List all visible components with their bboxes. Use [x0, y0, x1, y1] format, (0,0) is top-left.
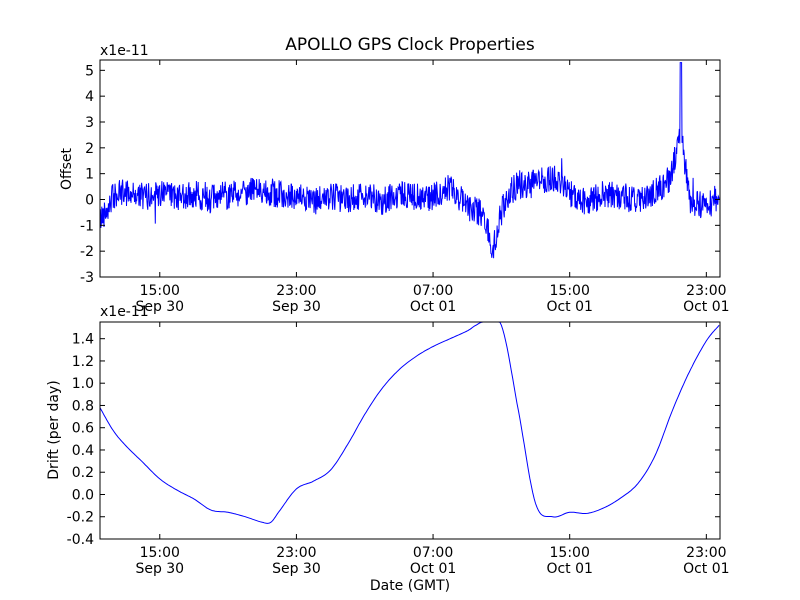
y-tick-label: -3	[80, 270, 94, 286]
x-tick-time-label: 23:00	[686, 545, 726, 561]
x-tick-date-label: Oct 01	[546, 561, 592, 577]
y-tick-label: -0.2	[67, 510, 94, 526]
y-tick-label: 1.4	[72, 332, 94, 348]
y-tick-label: 2	[85, 141, 94, 157]
drift-series-line	[99, 321, 720, 524]
x-tick-date-label: Sep 30	[272, 561, 321, 577]
x-tick-time-label: 23:00	[276, 545, 316, 561]
y-tick-label: 0.4	[72, 443, 94, 459]
x-tick-time-label: 15:00	[550, 283, 590, 299]
x-tick-date-label: Sep 30	[135, 299, 184, 315]
y-tick-label: 0.0	[72, 487, 94, 503]
offset-y-axis-label: Offset	[59, 147, 75, 190]
offset-scale-note: x1e-11	[100, 43, 149, 59]
x-tick-time-label: 15:00	[140, 283, 180, 299]
x-tick-date-label: Oct 01	[410, 561, 456, 577]
offset-series-line	[99, 62, 720, 259]
y-tick-label: 3	[85, 115, 94, 131]
y-tick-label: 1.0	[72, 376, 94, 392]
x-tick-date-label: Oct 01	[410, 299, 456, 315]
drift-scale-note: x1e-11	[100, 304, 149, 320]
x-tick-time-label: 07:00	[413, 545, 453, 561]
y-tick-label: 1.2	[72, 354, 94, 370]
x-tick-time-label: 15:00	[550, 545, 590, 561]
y-tick-label: 1	[85, 167, 94, 183]
y-tick-label: 0.6	[72, 421, 94, 437]
chart-title: APOLLO GPS Clock Properties	[285, 35, 535, 55]
y-tick-label: -2	[80, 244, 94, 260]
drift-plot-frame	[99, 321, 721, 540]
drift-x-axis-label: Date (GMT)	[370, 578, 450, 594]
x-tick-date-label: Oct 01	[546, 299, 592, 315]
x-tick-time-label: 07:00	[413, 283, 453, 299]
drift-y-axis-label: Drift (per day)	[46, 380, 62, 479]
x-tick-date-label: Sep 30	[135, 561, 184, 577]
y-tick-label: 0	[85, 193, 94, 209]
x-tick-time-label: 23:00	[276, 283, 316, 299]
y-tick-label: 4	[85, 89, 94, 105]
x-tick-date-label: Oct 01	[683, 561, 729, 577]
y-tick-label: -0.4	[67, 532, 94, 548]
drift-panel: x1e-11 Drift (per day) -0.4 -0.2 0.0 0.2 0.4…	[46, 304, 730, 594]
y-tick-label: -1	[80, 218, 94, 234]
offset-plot-frame	[99, 59, 721, 278]
y-tick-label: 0.8	[72, 398, 94, 414]
x-tick-time-label: 15:00	[140, 545, 180, 561]
x-tick-time-label: 23:00	[686, 283, 726, 299]
x-tick-date-label: Sep 30	[272, 299, 321, 315]
x-tick-date-label: Oct 01	[683, 299, 729, 315]
y-tick-label: 0.2	[72, 465, 94, 481]
y-tick-label: 5	[85, 63, 94, 79]
